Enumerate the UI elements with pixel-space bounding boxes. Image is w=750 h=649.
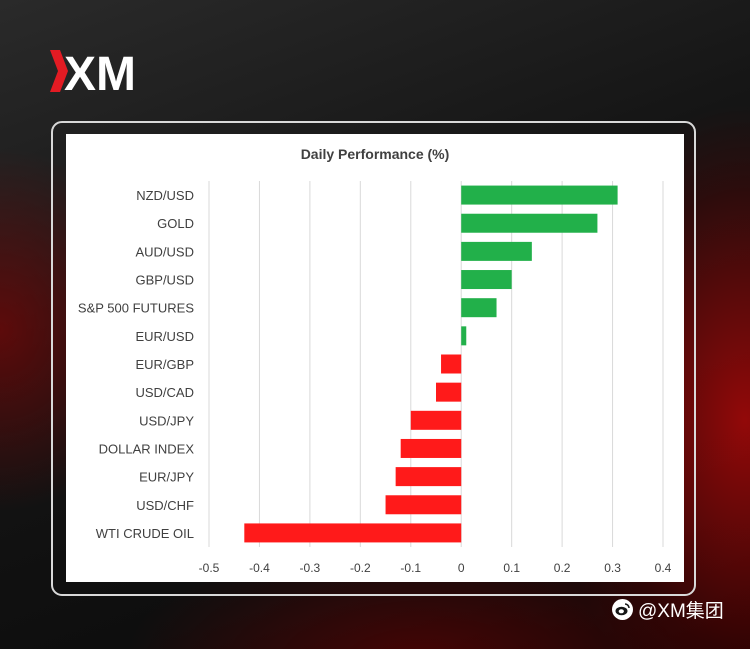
category-label: S&P 500 FUTURES <box>78 301 194 316</box>
x-tick-label: -0.2 <box>350 561 371 575</box>
chart-frame <box>51 121 696 596</box>
bar <box>461 185 618 205</box>
bar <box>395 467 462 487</box>
category-label: USD/CAD <box>135 385 194 400</box>
category-label: AUD/USD <box>135 244 194 259</box>
bar <box>244 523 462 543</box>
bar <box>400 438 462 458</box>
category-label: WTI CRUDE OIL <box>96 526 194 541</box>
weibo-icon <box>612 598 633 620</box>
bar-chart: -0.5 -0.4 -0.3 -0.2 -0.1 0 0.1 0.2 0.3 0.4 NZD/USD… <box>78 181 672 575</box>
chart-title: Daily Performance (%) <box>300 146 450 162</box>
bar <box>461 241 532 261</box>
category-label: EUR/GBP <box>135 357 194 372</box>
watermark-text: @XM集团 <box>638 600 724 622</box>
x-tick-label: -0.4 <box>249 561 270 575</box>
category-label: USD/JPY <box>139 413 194 428</box>
category-label: EUR/JPY <box>139 470 194 485</box>
logo-text: XM <box>64 48 136 96</box>
bar <box>436 382 462 402</box>
category-label: DOLLAR INDEX <box>99 441 195 456</box>
category-label: USD/CHF <box>136 498 194 513</box>
x-tick-label: 0.2 <box>554 561 571 575</box>
xm-logo: XM <box>50 48 136 96</box>
x-tick-label: 0.1 <box>503 561 520 575</box>
chart-panel: Daily Performance (%) -0.5 -0.4 -0.3 -0.2 -0… <box>66 134 684 582</box>
x-tick-label: -0.3 <box>300 561 321 575</box>
x-tick-label: 0.4 <box>655 561 672 575</box>
bar <box>385 495 462 515</box>
bar <box>461 326 467 346</box>
bar <box>410 410 462 430</box>
bar <box>461 298 497 318</box>
category-label: GOLD <box>157 216 194 231</box>
category-label: NZD/USD <box>136 188 194 203</box>
category-label: EUR/USD <box>135 329 194 344</box>
x-tick-label: 0 <box>458 561 465 575</box>
x-tick-label: -0.5 <box>199 561 220 575</box>
category-label: GBP/USD <box>135 273 194 288</box>
watermark: @XM集团 <box>612 596 724 622</box>
x-tick-label: 0.3 <box>604 561 621 575</box>
logo-red-chevron <box>50 50 68 92</box>
bar <box>461 213 598 233</box>
bar <box>441 354 462 374</box>
x-tick-label: -0.1 <box>400 561 421 575</box>
bar <box>461 270 512 290</box>
